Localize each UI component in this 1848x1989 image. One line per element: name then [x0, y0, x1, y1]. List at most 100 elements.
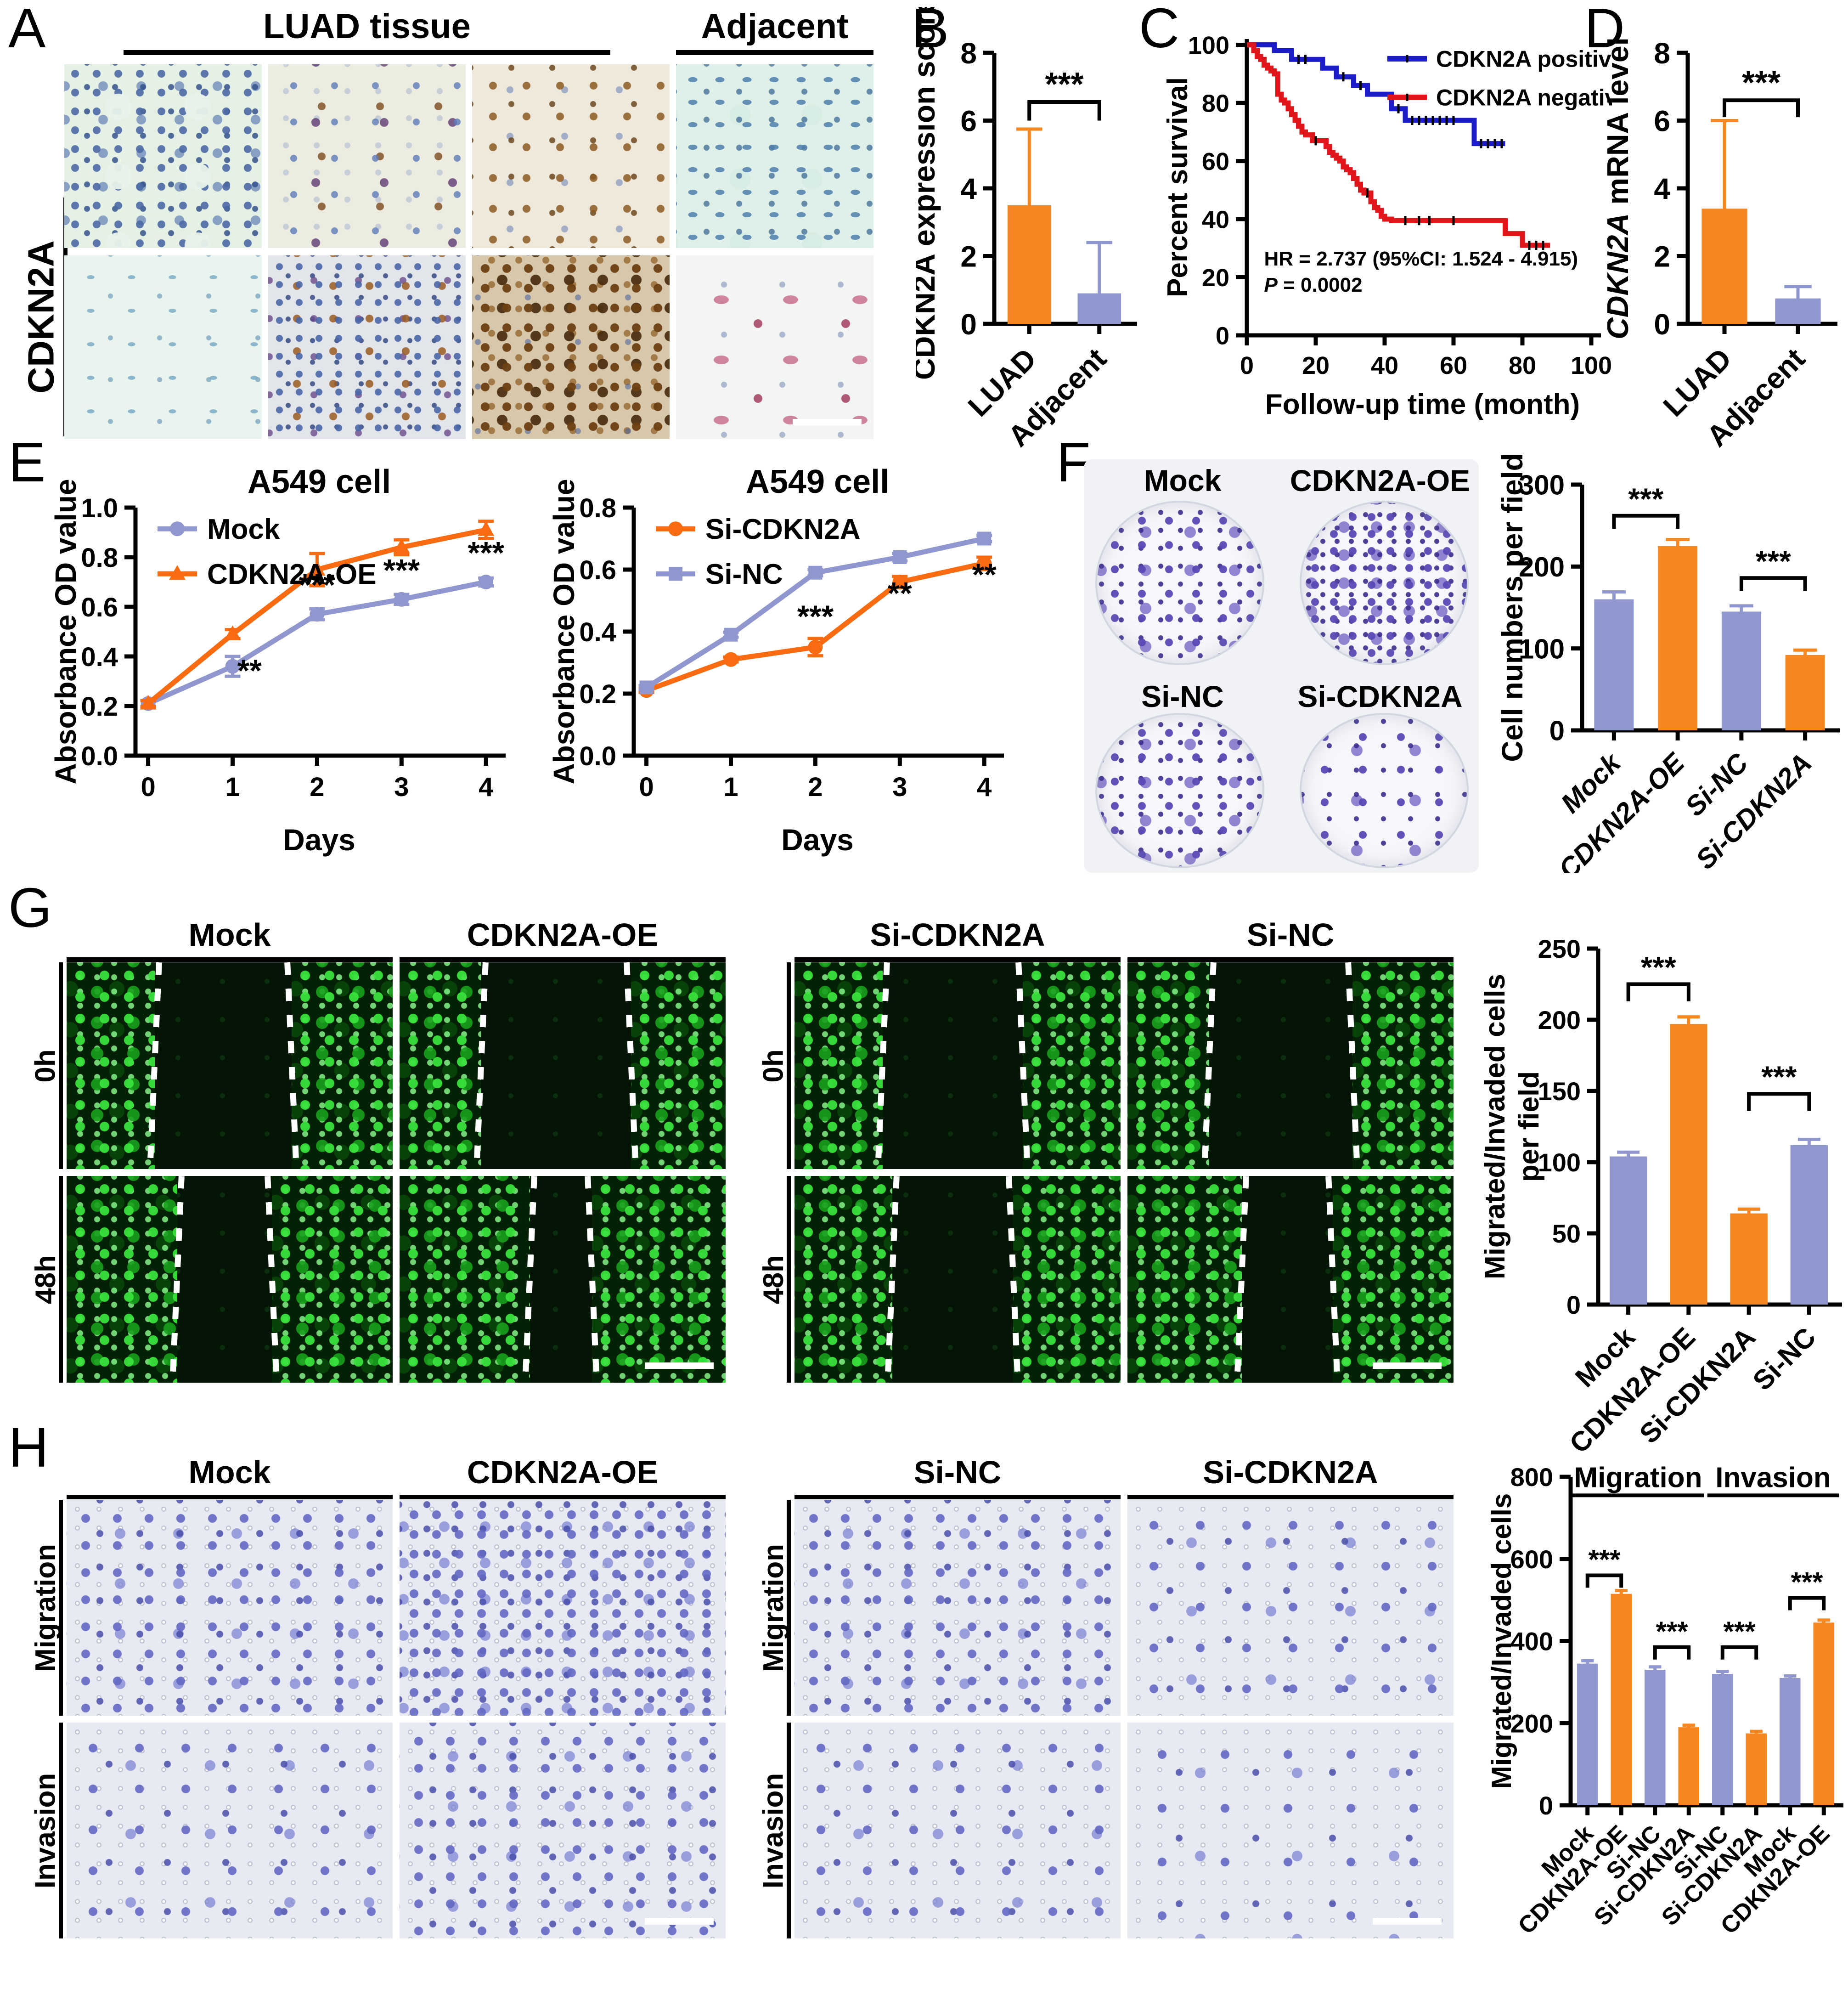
cdkn2a-row-label: CDKN2A: [19, 198, 68, 436]
svg-text:1: 1: [723, 772, 738, 802]
svg-text:per field: per field: [1513, 1071, 1545, 1182]
svg-text:200: 200: [1519, 552, 1565, 582]
adjacent-header: Adjacent: [676, 6, 873, 56]
row-label-48h: 48h: [30, 1176, 63, 1383]
ihc-image-luad-2: [268, 64, 466, 248]
svg-text:200: 200: [1538, 1006, 1581, 1034]
ihc-image-luad-6: [472, 255, 670, 439]
transwell-header-mock: Mock: [67, 1454, 393, 1499]
svg-text:***: ***: [1628, 482, 1663, 516]
svg-text:CDKN2A positive: CDKN2A positive: [1436, 46, 1612, 72]
svg-text:Percent survival: Percent survival: [1162, 77, 1194, 297]
ihc-image-luad-1: [64, 64, 262, 248]
svg-text:8: 8: [960, 37, 977, 70]
scale-bar: [1373, 1918, 1442, 1925]
colony-label-mock: Mock: [1144, 463, 1222, 497]
colony-dish-cdkn2a-oe: [1300, 501, 1469, 665]
svg-text:**: **: [237, 653, 262, 688]
wound-count-chart: 0 50 100 150 200 250 Migrated/Invaded cells per…: [1479, 898, 1846, 1475]
scale-bar: [793, 419, 862, 425]
svg-text:0.0: 0.0: [81, 741, 118, 771]
svg-text:CDKN2A expression score: CDKN2A expression score: [916, 7, 941, 380]
svg-text:0.6: 0.6: [579, 555, 616, 585]
panel-letter-c: C: [1139, 0, 1180, 59]
svg-text:200: 200: [1510, 1709, 1553, 1738]
svg-text:1.0: 1.0: [81, 493, 118, 523]
svg-text:0.2: 0.2: [579, 679, 616, 709]
transwell-image-si-cdkn2a-invasion: [1127, 1723, 1454, 1938]
svg-text:***: ***: [1756, 544, 1791, 578]
scale-bar: [645, 1362, 714, 1369]
svg-text:2: 2: [1654, 240, 1670, 273]
transwell-group-1: Mock CDKN2A-OE Migration Invasion: [30, 1454, 737, 1950]
svg-text:0.0: 0.0: [579, 741, 616, 771]
transwell-image-si-nc-migration: [794, 1500, 1121, 1716]
svg-text:Days: Days: [781, 823, 854, 857]
transwell-header-si-nc: Si-NC: [794, 1454, 1121, 1499]
colony-label-cdkn2a-oe: CDKN2A-OE: [1290, 463, 1471, 497]
panel-letter-b: B: [912, 0, 949, 59]
ihc-image-luad-3: [472, 64, 670, 248]
svg-text:4: 4: [479, 772, 493, 802]
scale-bar: [1373, 1362, 1442, 1369]
transwell-count-chart: 0 200 400 600 800 Migrated/Invaded cells Mock C…: [1483, 1433, 1846, 1987]
survival-curve-chart: 0 20 40 60 80 100 Percent survival 0 20 40 60 80 100…: [1157, 18, 1630, 425]
svg-text:2: 2: [310, 772, 324, 802]
svg-text:Absorbance OD value: Absorbance OD value: [547, 479, 580, 784]
svg-text:2: 2: [808, 772, 823, 802]
svg-text:20: 20: [1202, 264, 1229, 292]
svg-text:Follow-up time (month): Follow-up time (month): [1265, 389, 1580, 420]
ihc-image-adjacent-2: [676, 255, 873, 439]
svg-text:60: 60: [1202, 148, 1229, 175]
row-label-migration: Migration: [30, 1500, 63, 1716]
svg-text:2: 2: [960, 240, 977, 273]
svg-text:Migrated/Invaded cells: Migrated/Invaded cells: [1483, 974, 1511, 1279]
svg-text:4: 4: [1654, 172, 1670, 205]
row-label-invasion: Invasion: [758, 1723, 791, 1938]
svg-text:800: 800: [1510, 1463, 1553, 1492]
panel-letter-g: G: [8, 876, 52, 939]
svg-text:***: ***: [1761, 1060, 1797, 1094]
svg-text:Cell numbers per field: Cell numbers per field: [1496, 453, 1529, 762]
wound-header-mock: Mock: [67, 916, 393, 962]
svg-text:A549 cell: A549 cell: [746, 463, 889, 500]
svg-text:100: 100: [1538, 1148, 1581, 1177]
svg-text:80: 80: [1202, 90, 1229, 118]
svg-text:100: 100: [1571, 352, 1612, 379]
svg-text:50: 50: [1552, 1219, 1581, 1248]
svg-text:0: 0: [1539, 1791, 1553, 1820]
svg-text:CDKN2A negative: CDKN2A negative: [1436, 85, 1612, 110]
wound-group-1: Mock CDKN2A-OE 0h 48h: [30, 916, 737, 1390]
wound-image-si-nc-48h: [1127, 1176, 1454, 1383]
luad-tissue-header: LUAD tissue: [64, 6, 670, 56]
svg-text:***: ***: [1641, 950, 1676, 984]
svg-text:A549 cell: A549 cell: [248, 463, 391, 500]
svg-text:**: **: [972, 557, 997, 592]
colony-images: Mock CDKN2A-OE Si-NC Si-CDKN2A: [1084, 459, 1479, 873]
svg-text:300: 300: [1519, 470, 1565, 501]
panel-letter-e: E: [8, 431, 46, 493]
svg-text:***: ***: [1045, 66, 1083, 103]
svg-text:8: 8: [1654, 37, 1670, 70]
colony-dish-si-cdkn2a: [1300, 713, 1469, 868]
wound-header-si-nc: Si-NC: [1127, 916, 1454, 962]
row-label-48h: 48h: [758, 1176, 791, 1383]
svg-text:***: ***: [383, 553, 420, 588]
svg-text:0.4: 0.4: [81, 642, 118, 672]
svg-text:Mock: Mock: [207, 514, 280, 545]
panel-letter-d: D: [1584, 0, 1625, 59]
svg-text:3: 3: [892, 772, 907, 802]
luad-tissue-label: LUAD tissue: [124, 6, 610, 56]
svg-text:P = 0.0002: P = 0.0002: [1264, 274, 1363, 296]
svg-text:Days: Days: [283, 823, 355, 857]
svg-text:4: 4: [977, 772, 992, 802]
wound-image-si-cdkn2a-48h: [794, 1176, 1121, 1383]
svg-text:***: ***: [1742, 64, 1780, 101]
svg-text:600: 600: [1510, 1545, 1553, 1574]
svg-text:Absorbance OD value: Absorbance OD value: [49, 479, 82, 784]
svg-text:CDKN2A-OE: CDKN2A-OE: [207, 559, 377, 590]
cck8-knockdown-chart: 0.0 0.2 0.4 0.6 0.8 Absorbance OD value 0 1 2 3 4 D…: [535, 457, 1022, 861]
svg-text:400: 400: [1510, 1627, 1553, 1656]
svg-text:20: 20: [1302, 352, 1330, 379]
